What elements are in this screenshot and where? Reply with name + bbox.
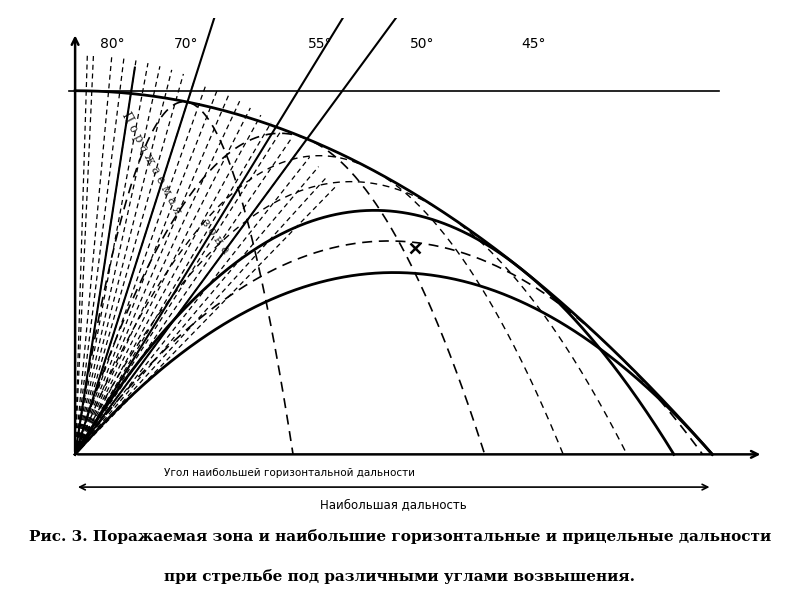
Text: Угол наибольшей горизонтальной дальности: Угол наибольшей горизонтальной дальности <box>164 467 415 478</box>
Text: Наибольшая дальность: Наибольшая дальность <box>320 498 467 511</box>
Text: 45°: 45° <box>522 37 546 51</box>
Text: Рис. 3. Поражаемая зона и наибольшие горизонтальные и прицельные дальности: Рис. 3. Поражаемая зона и наибольшие гор… <box>29 529 771 544</box>
Text: 55°: 55° <box>308 37 333 51</box>
Text: 70°: 70° <box>174 37 199 51</box>
Text: П о р а ж а е м а я: П о р а ж а е м а я <box>119 110 184 217</box>
Text: 50°: 50° <box>410 37 434 51</box>
Text: 80°: 80° <box>100 37 124 51</box>
Text: при стрельбе под различными углами возвышения.: при стрельбе под различными углами возвы… <box>165 569 635 584</box>
Text: з о н а: з о н а <box>198 216 232 256</box>
